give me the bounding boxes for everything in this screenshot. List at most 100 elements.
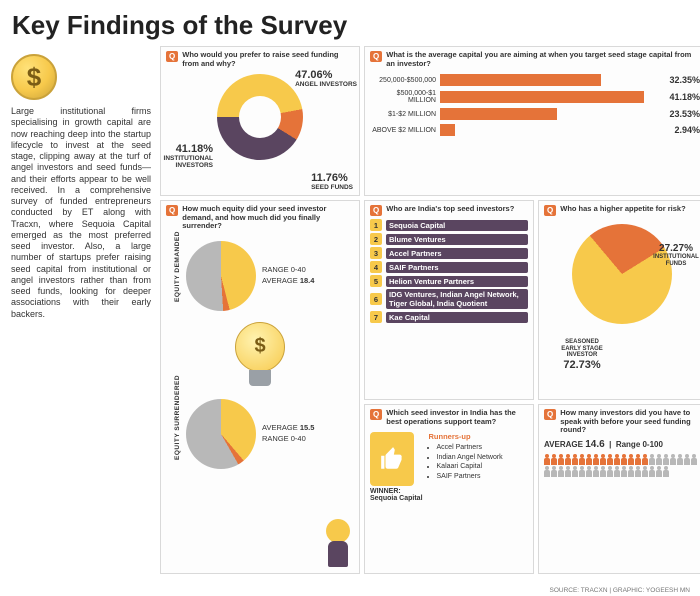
winner-label: WINNER: xyxy=(370,488,401,495)
person-icon xyxy=(635,466,641,477)
dollar-coin-icon: $ xyxy=(11,54,57,100)
lightbulb-icon: $ xyxy=(235,322,285,388)
person-icon xyxy=(586,454,592,465)
person-icon xyxy=(691,454,697,465)
person-icon xyxy=(649,454,655,465)
risk-label-0: INSTITUTIONAL FUNDS xyxy=(653,254,699,267)
speak-avg: 14.6 xyxy=(585,439,604,450)
person-icon xyxy=(614,454,620,465)
donut-panel: Q Who would you prefer to raise seed fun… xyxy=(160,46,360,196)
best-ops-q: Which seed investor in India has the bes… xyxy=(386,409,528,426)
bar-row: $500,000-$1 MILLION41.18% xyxy=(370,90,700,104)
person-icon xyxy=(558,466,564,477)
person-icon xyxy=(670,454,676,465)
q-badge: Q xyxy=(544,409,556,420)
eq-demanded-title: EQUITY DEMANDED xyxy=(174,231,181,302)
q-badge: Q xyxy=(544,205,556,216)
rank-row: 4SAIF Partners xyxy=(370,261,528,273)
person-icon xyxy=(565,454,571,465)
people-pictogram xyxy=(544,454,700,477)
thumbs-up-icon xyxy=(370,432,414,486)
person-icon xyxy=(642,466,648,477)
person-icon xyxy=(600,466,606,477)
person-icon xyxy=(572,454,578,465)
eq-demanded-range: RANGE 0-40 xyxy=(262,265,314,276)
person-icon xyxy=(544,454,550,465)
person-icon xyxy=(635,454,641,465)
rank-list: 1Sequoia Capital2Blume Ventures3Accel Pa… xyxy=(370,219,528,323)
eq-demanded-avg: 18.4 xyxy=(300,276,315,285)
rank-row: 1Sequoia Capital xyxy=(370,219,528,231)
speak-range: Range 0-100 xyxy=(616,440,663,449)
risk-label-1: SEASONED EARLY STAGE INVESTOR xyxy=(557,339,607,359)
person-icon xyxy=(544,466,550,477)
person-icon xyxy=(600,454,606,465)
person-icon xyxy=(642,454,648,465)
equity-surrendered-pie xyxy=(186,399,256,469)
person-icon xyxy=(621,454,627,465)
rank-row: 7Kae Capital xyxy=(370,311,528,323)
bar-question: What is the average capital you are aimi… xyxy=(386,51,700,68)
person-icon xyxy=(607,466,613,477)
person-icon xyxy=(551,466,557,477)
person-icon xyxy=(579,466,585,477)
person-icon xyxy=(684,454,690,465)
eq-surr-range: RANGE 0-40 xyxy=(262,434,314,445)
donut-label-0: ANGEL INVESTORS xyxy=(295,81,357,88)
runners-label: Runners-up xyxy=(429,432,503,443)
person-icon xyxy=(656,454,662,465)
donut-question: Who would you prefer to raise seed fundi… xyxy=(182,51,354,68)
risk-pie xyxy=(572,224,672,324)
character-icon xyxy=(323,519,353,569)
runner-item: Accel Partners xyxy=(437,443,503,453)
bar-chart: 250,000-$500,00032.35% $500,000-$1 MILLIO… xyxy=(370,74,700,136)
bar-panel: Q What is the average capital you are ai… xyxy=(364,46,700,196)
person-icon xyxy=(572,466,578,477)
donut-chart xyxy=(217,74,303,160)
donut-pct-0: 47.06 xyxy=(295,69,323,81)
person-icon xyxy=(628,454,634,465)
bar-row: ABOVE $2 MILLION2.94% xyxy=(370,124,700,136)
best-ops-panel: Q Which seed investor in India has the b… xyxy=(364,404,534,574)
top-investors-q: Who are India's top seed investors? xyxy=(386,205,514,214)
runners-list: Accel PartnersIndian Angel NetworkKalaar… xyxy=(429,443,503,482)
person-icon xyxy=(565,466,571,477)
q-badge: Q xyxy=(166,51,178,62)
person-icon xyxy=(677,454,683,465)
person-icon xyxy=(593,454,599,465)
q-badge: Q xyxy=(166,205,178,216)
person-icon xyxy=(593,466,599,477)
winner-name: Sequoia Capital xyxy=(370,495,423,502)
person-icon xyxy=(649,466,655,477)
risk-question: Who has a higher appetite for risk? xyxy=(560,205,685,214)
bar-row: $1-$2 MILLION23.53% xyxy=(370,108,700,120)
rank-row: 6IDG Ventures, Indian Angel Network, Tig… xyxy=(370,289,528,309)
donut-pct-1: 11.76 xyxy=(311,172,338,184)
q-badge: Q xyxy=(370,51,382,62)
equity-panel: Q How much equity did your seed investor… xyxy=(160,200,360,574)
runner-item: Indian Angel Network xyxy=(437,453,503,463)
layout-grid: $ Large institutional firms specialising… xyxy=(0,46,700,582)
page-title: Key Findings of the Survey xyxy=(0,0,700,45)
q-badge: Q xyxy=(370,409,382,420)
person-icon xyxy=(607,454,613,465)
person-icon xyxy=(579,454,585,465)
person-icon xyxy=(621,466,627,477)
rank-row: 3Accel Partners xyxy=(370,247,528,259)
top-investors-panel: Q Who are India's top seed investors? 1S… xyxy=(364,200,534,400)
intro-text: Large institutional firms specialising i… xyxy=(11,106,151,320)
person-icon xyxy=(614,466,620,477)
equity-question: How much equity did your seed investor d… xyxy=(182,205,354,231)
speak-panel: Q How many investors did you have to spe… xyxy=(538,404,700,574)
donut-label-1: SEED FUNDS xyxy=(311,184,353,191)
eq-surr-title: EQUITY SURRENDERED xyxy=(174,375,181,460)
eq-surr-avg: 15.5 xyxy=(300,423,315,432)
person-icon xyxy=(558,454,564,465)
bar-row: 250,000-$500,00032.35% xyxy=(370,74,700,86)
person-icon xyxy=(551,454,557,465)
runner-item: SAIF Partners xyxy=(437,472,503,482)
person-icon xyxy=(663,454,669,465)
person-icon xyxy=(663,466,669,477)
intro-column: $ Large institutional firms specialising… xyxy=(6,46,156,574)
runner-item: Kalaari Capital xyxy=(437,462,503,472)
